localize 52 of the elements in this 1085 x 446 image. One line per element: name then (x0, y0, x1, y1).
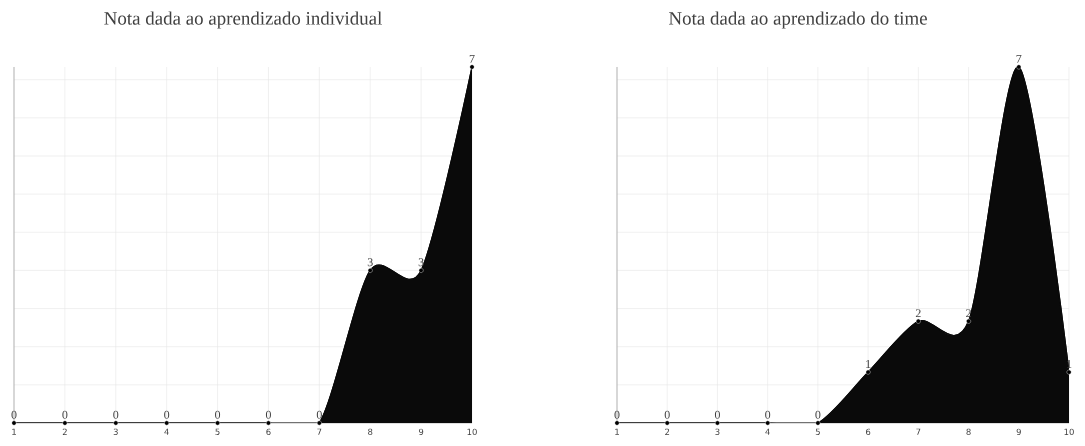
data-label: 1 (866, 360, 871, 368)
x-tick-label: 7 (317, 428, 322, 435)
data-label: 0 (765, 410, 771, 419)
data-label: 0 (164, 410, 170, 419)
data-label: 3 (418, 258, 424, 267)
x-tick-label: 6 (866, 428, 871, 436)
x-tick-label: 1 (12, 428, 16, 435)
x-tick-label: 5 (215, 428, 220, 435)
x-tick-label: 7 (916, 428, 921, 435)
x-tick-label: 4 (765, 428, 770, 435)
data-label: 0 (62, 410, 68, 419)
x-tick-label: 5 (815, 428, 820, 435)
x-tick-label: 2 (665, 428, 670, 435)
data-label: 0 (265, 410, 271, 419)
data-label: 0 (113, 410, 119, 419)
x-tick-label: 6 (266, 428, 271, 436)
data-label: 2 (915, 309, 921, 318)
point (765, 420, 771, 426)
x-tick-label: 3 (113, 428, 118, 436)
point (1016, 64, 1022, 70)
x-tick-label: 10 (467, 428, 477, 436)
data-label: 0 (11, 410, 17, 419)
x-tick-label: 8 (368, 428, 373, 436)
data-label: 0 (714, 410, 720, 419)
data-label: 3 (367, 258, 373, 267)
x-tick-label: 2 (62, 428, 67, 435)
data-label: 0 (664, 410, 670, 419)
x-tick-label: 4 (164, 428, 169, 435)
chart-title: Nota dada ao aprendizado individual (104, 11, 382, 29)
data-label: 7 (469, 54, 475, 63)
x-tick-label: 3 (715, 428, 720, 436)
point (915, 318, 921, 324)
chart-title: Nota dada ao aprendizado do time (668, 11, 927, 29)
x-tick-label: 1 (615, 428, 619, 435)
data-label: 0 (215, 410, 221, 419)
point (614, 420, 620, 426)
point (966, 318, 971, 324)
point (865, 369, 871, 375)
point (664, 420, 670, 426)
point (815, 420, 821, 426)
data-label: 2 (966, 309, 971, 318)
data-label: 0 (815, 410, 821, 419)
data-label: 7 (1016, 54, 1022, 63)
x-tick-label: 9 (1016, 428, 1021, 436)
x-tick-label: 8 (966, 428, 971, 436)
data-label: 1 (1067, 360, 1072, 368)
point (715, 420, 720, 426)
data-label: 0 (614, 410, 620, 419)
x-tick-label: 9 (418, 428, 424, 436)
data-label: 0 (316, 410, 322, 419)
point (1066, 369, 1072, 375)
x-tick-label: 10 (1064, 428, 1074, 436)
